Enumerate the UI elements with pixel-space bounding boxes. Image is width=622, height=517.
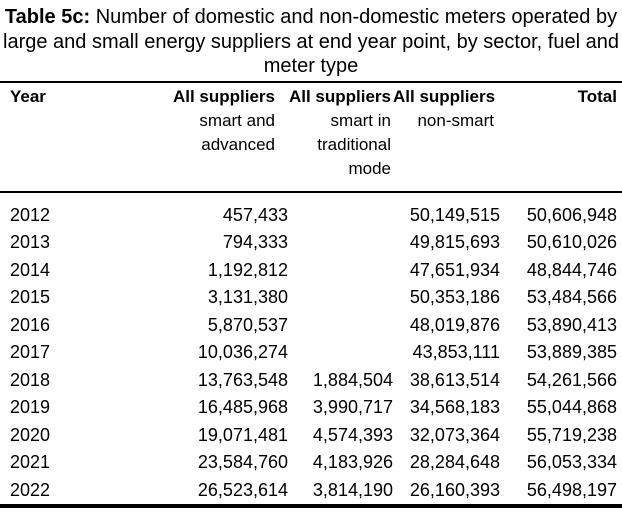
cell-non-smart: 28,284,648 [409, 452, 500, 472]
cell-year: 2016 [10, 314, 51, 335]
cell-smart-advanced: 1,192,812 [207, 259, 288, 280]
table-row: 2020 19,071,481 4,574,393 32,073,364 55,719,… [0, 422, 622, 450]
table-row: 2022 26,523,614 3,814,190 26,160,393 56,498,… [0, 477, 622, 505]
cell-year: 2014 [10, 259, 51, 280]
cell-year: 2017 [10, 342, 51, 362]
cell-year: 2012 [10, 204, 51, 225]
cell-non-smart: 38,613,514 [409, 369, 500, 390]
table-row: 2013 794,333 49,815,693 50,610,026 [0, 229, 622, 257]
column-header-total: Total [500, 85, 617, 181]
cell-non-smart: 43,853,111 [412, 342, 500, 362]
cell-smart-advanced: 16,485,968 [197, 397, 288, 417]
cell-total: 48,844,746 [526, 259, 617, 280]
cell-smart-traditional: 3,990,717 [312, 397, 393, 417]
cell-total: 53,890,413 [526, 314, 617, 335]
cell-smart-traditional [288, 284, 393, 312]
column-header-non-smart: All suppliers non-smart [393, 85, 500, 181]
cell-smart-traditional [288, 202, 393, 230]
column-header-smart-advanced: All suppliers smart and advanced [108, 85, 288, 181]
cell-smart-advanced: 3,131,380 [207, 287, 288, 307]
column-header-smart-traditional-subline-2: traditional [317, 134, 391, 154]
column-header-smart-advanced-subline-1: smart and [199, 110, 275, 130]
column-header-non-smart-label: All suppliers [393, 86, 496, 106]
cell-total: 55,044,868 [526, 397, 617, 417]
column-header-smart-traditional-subline-3: mode [348, 158, 391, 178]
table-row: 2018 13,763,548 1,884,504 38,613,514 54,261,… [0, 367, 622, 395]
title-line-2: large and small energy suppliers at end … [3, 30, 619, 53]
table-row: 2019 16,485,968 3,990,717 34,568,183 55,044,… [0, 394, 622, 422]
cell-smart-advanced: 794,333 [222, 232, 288, 252]
cell-smart-advanced: 23,584,760 [197, 452, 288, 472]
cell-non-smart: 34,568,183 [409, 397, 500, 417]
cell-non-smart: 32,073,364 [409, 424, 500, 445]
cell-non-smart: 49,815,693 [409, 232, 500, 252]
cell-non-smart: 50,149,515 [409, 204, 500, 225]
table-body: 2012 457,433 50,149,515 50,606,948 2013 794,3… [0, 193, 622, 508]
cell-smart-traditional [288, 312, 393, 340]
cell-smart-traditional: 4,183,926 [312, 452, 393, 472]
cell-non-smart: 50,353,186 [409, 287, 500, 307]
table-title: Table 5c: Number of domestic and non-dom… [0, 0, 622, 83]
table-header: Year All suppliers smart and advanced Al… [0, 83, 622, 193]
column-header-smart-advanced-subline-2: advanced [201, 134, 275, 154]
column-header-smart-traditional-label: All suppliers [288, 86, 391, 106]
cell-smart-advanced: 5,870,537 [207, 314, 288, 335]
title-line-1: Table 5c: Number of domestic and non-dom… [0, 5, 622, 30]
column-header-non-smart-subline-1: non-smart [417, 110, 494, 130]
cell-non-smart: 48,019,876 [409, 314, 500, 335]
cell-year: 2021 [10, 452, 51, 472]
table-number-label: Table 5c: [4, 6, 91, 28]
table-row: 2015 3,131,380 50,353,186 53,484,566 [0, 284, 622, 312]
cell-smart-advanced: 19,071,481 [197, 424, 288, 445]
cell-smart-traditional [288, 257, 393, 285]
column-header-total-label: Total [577, 86, 617, 106]
cell-total: 53,889,385 [526, 342, 617, 362]
column-header-smart-advanced-label: All suppliers [172, 86, 275, 106]
cell-total: 50,606,948 [526, 204, 617, 225]
title-line-3: meter type [263, 55, 359, 77]
cell-smart-traditional: 1,884,504 [312, 369, 393, 390]
cell-smart-advanced: 457,433 [222, 204, 288, 225]
cell-total: 55,719,238 [526, 424, 617, 445]
cell-smart-advanced: 10,036,274 [197, 342, 288, 362]
column-header-smart-traditional-subline-1: smart in [330, 110, 391, 130]
cell-year: 2019 [10, 397, 51, 417]
table-row: 2014 1,192,812 47,651,934 48,844,746 [0, 257, 622, 285]
title-line-1-text: Number of domestic and non-domestic mete… [90, 6, 618, 28]
table-row: 2021 23,584,760 4,183,926 28,284,648 56,053,… [0, 449, 622, 477]
cell-total: 50,610,026 [526, 232, 617, 252]
column-header-smart-traditional: All suppliers smart in traditional mode [288, 85, 393, 181]
cell-smart-advanced: 26,523,614 [197, 479, 288, 500]
cell-smart-traditional [288, 339, 393, 367]
cell-non-smart: 47,651,934 [409, 259, 500, 280]
table-row: 2012 457,433 50,149,515 50,606,948 [0, 202, 622, 230]
cell-year: 2018 [10, 369, 51, 390]
cell-non-smart: 26,160,393 [409, 479, 500, 500]
column-header-year-label: Year [10, 86, 46, 106]
cell-total: 56,498,197 [526, 479, 617, 500]
cell-year: 2022 [10, 479, 51, 500]
cell-total: 54,261,566 [526, 369, 617, 390]
cell-smart-traditional [288, 229, 393, 257]
cell-year: 2013 [10, 232, 51, 252]
cell-total: 53,484,566 [526, 287, 617, 307]
table-row: 2017 10,036,274 43,853,111 53,889,385 [0, 339, 622, 367]
cell-year: 2020 [10, 424, 51, 445]
cell-year: 2015 [10, 287, 51, 307]
cell-smart-advanced: 13,763,548 [197, 369, 288, 390]
cell-total: 56,053,334 [526, 452, 617, 472]
column-header-year: Year [10, 85, 108, 181]
table-row: 2016 5,870,537 48,019,876 53,890,413 [0, 312, 622, 340]
cell-smart-traditional: 3,814,190 [312, 479, 393, 500]
cell-smart-traditional: 4,574,393 [312, 424, 393, 445]
